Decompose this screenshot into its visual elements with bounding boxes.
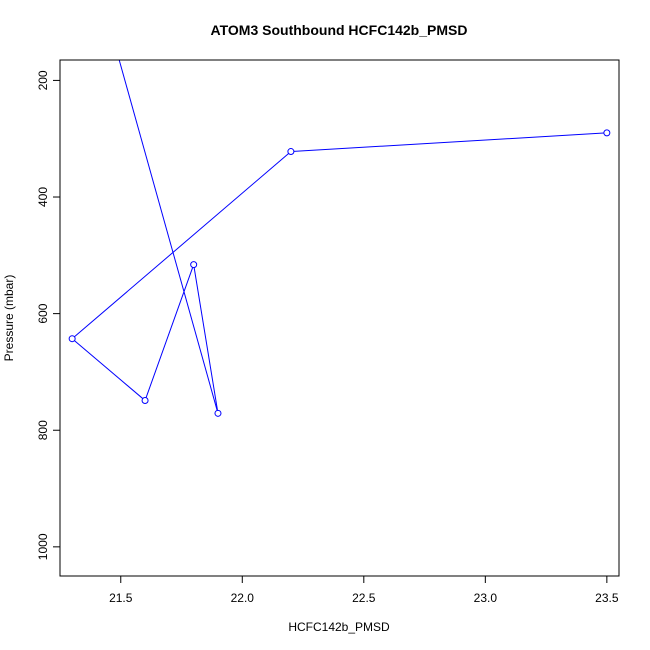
series-layer [68,60,611,417]
y-tick-label: 400 [36,187,50,207]
series-segment [293,132,604,152]
x-tick-label: 23.0 [474,591,498,605]
x-tick-label: 23.5 [595,591,619,605]
series-segment [74,153,289,338]
x-tick-label: 22.0 [231,591,255,605]
series-segment [118,60,218,411]
y-tick-label: 600 [36,303,50,323]
data-point [141,397,149,405]
y-tick-label: 200 [36,70,50,90]
series-segment [193,267,218,411]
plot-frame [59,59,620,577]
x-tick-label: 22.5 [352,591,376,605]
series-segment [145,267,194,398]
data-point [214,409,222,417]
data-point [190,261,198,269]
series-segment [74,340,144,399]
x-tick-label: 21.5 [109,591,133,605]
y-tick-label: 800 [36,420,50,440]
y-axis-label: Pressure (mbar) [2,275,16,362]
data-point [68,335,76,343]
x-axis-label: HCFC142b_PMSD [288,620,390,634]
axes: 21.5 22.0 22.5 23.0 23.5 200 400 600 800 1000 [36,70,619,605]
data-point [603,129,611,137]
data-point [287,148,295,156]
chart-title: ATOM3 Southbound HCFC142b_PMSD [211,22,468,38]
y-tick-label: 1000 [36,533,50,560]
